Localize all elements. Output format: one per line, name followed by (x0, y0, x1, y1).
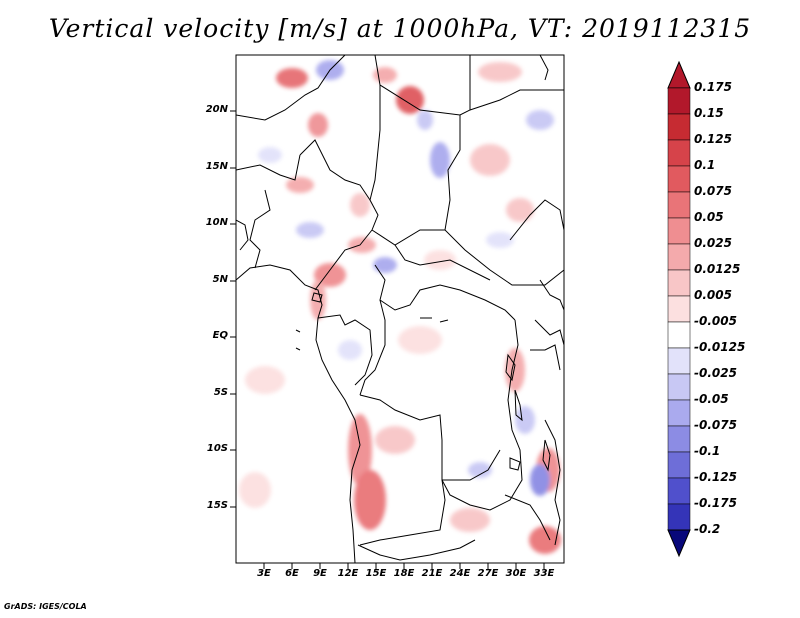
lon-label: 9E (313, 568, 327, 579)
colorbar-label: 0.15 (694, 106, 724, 120)
lon-label: 21E (421, 568, 443, 579)
colorbar-label: -0.05 (694, 392, 729, 406)
lon-label: 33E (533, 568, 555, 579)
map-frame (235, 54, 565, 564)
lon-label: 3E (257, 568, 271, 579)
colorbar-bottom-triangle (667, 529, 691, 558)
colorbar-label: -0.075 (694, 418, 737, 432)
colorbar-label: -0.1 (694, 444, 721, 458)
colorbar-label: -0.005 (694, 314, 737, 328)
lon-label: 18E (393, 568, 415, 579)
colorbar-label: -0.0125 (694, 340, 746, 354)
lat-label: 5S (213, 387, 228, 398)
lon-label: 15E (365, 568, 387, 579)
velocity-field (236, 55, 564, 563)
colorbar (667, 60, 691, 558)
colorbar-label: 0.005 (694, 288, 732, 302)
lat-label: 10N (205, 217, 228, 228)
map-title: Vertical velocity [m/s] at 1000hPa, VT: … (48, 14, 752, 43)
colorbar-label: -0.175 (694, 496, 737, 510)
lat-label: EQ (212, 330, 228, 341)
lon-label: 30E (505, 568, 527, 579)
colorbar-label: 0.0125 (694, 262, 741, 276)
lat-label: 5N (212, 274, 228, 285)
colorbar-top-triangle (667, 60, 691, 89)
lat-label: 15S (206, 500, 228, 511)
lon-label: 6E (285, 568, 299, 579)
colorbar-label: 0.05 (694, 210, 724, 224)
lon-label: 12E (337, 568, 359, 579)
lat-label: 10S (206, 443, 228, 454)
colorbar-label: 0.025 (694, 236, 732, 250)
credit-text: GrADS: IGES/COLA (4, 602, 87, 611)
colorbar-label: 0.175 (694, 80, 732, 94)
lat-label: 15N (205, 161, 228, 172)
colorbar-label: -0.025 (694, 366, 737, 380)
colorbar-label: -0.125 (694, 470, 737, 484)
colorbar-label: 0.125 (694, 132, 732, 146)
colorbar-label: 0.075 (694, 184, 732, 198)
lon-label: 24E (449, 568, 471, 579)
colorbar-label: 0.1 (694, 158, 716, 172)
lat-label: 20N (205, 104, 228, 115)
colorbar-label: -0.2 (694, 522, 721, 536)
lon-label: 27E (477, 568, 499, 579)
